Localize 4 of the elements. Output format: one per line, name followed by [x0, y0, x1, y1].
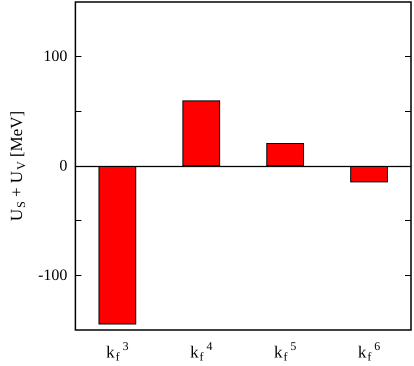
y-tick-label: 0	[59, 158, 68, 174]
y-axis-title: US + UV [MeV]	[7, 110, 28, 222]
y-tick-label: -100	[38, 266, 68, 284]
y-tick-label: 100	[43, 48, 68, 66]
